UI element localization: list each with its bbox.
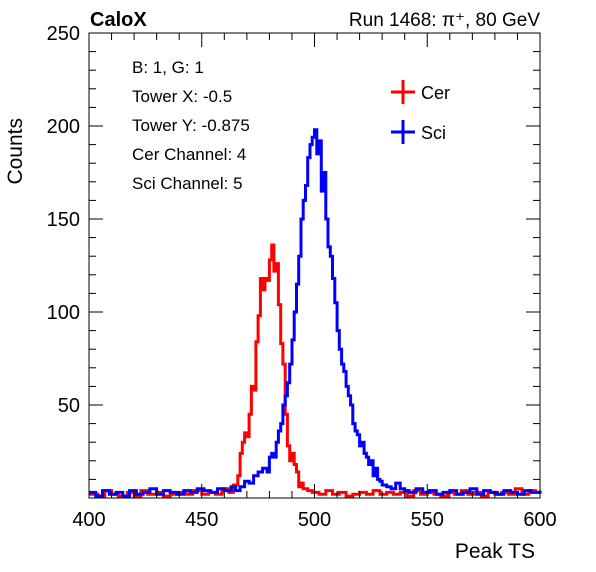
info-line: Cer Channel: 4 — [132, 145, 246, 164]
info-line: Sci Channel: 5 — [132, 174, 243, 193]
legend-entry-sci: Sci — [391, 120, 446, 144]
x-tick-label: 600 — [523, 509, 556, 531]
legend-entry-cer: Cer — [391, 80, 450, 104]
legend-label: Sci — [421, 123, 446, 143]
x-tick-label: 550 — [411, 509, 444, 531]
info-line: Tower X: -0.5 — [132, 87, 232, 106]
y-tick-label: 150 — [47, 209, 80, 231]
x-tick-label: 500 — [298, 509, 331, 531]
x-tick-label: 400 — [72, 509, 105, 531]
experiment-label: CaloX — [90, 9, 147, 31]
info-line: B: 1, G: 1 — [132, 58, 204, 77]
info-line: Tower Y: -0.875 — [132, 116, 250, 135]
legend: Cer Sci — [391, 80, 450, 144]
series-cer-line — [89, 243, 540, 498]
axis-ticks: 400 450 500 550 600 50 100 150 200 250 — [47, 23, 557, 531]
legend-label: Cer — [421, 83, 450, 103]
y-axis-label: Counts — [4, 118, 27, 185]
run-label: Run 1468: π⁺, 80 GeV — [349, 10, 540, 31]
y-tick-label: 100 — [47, 302, 80, 324]
info-box: B: 1, G: 1 Tower X: -0.5 Tower Y: -0.875 Ce… — [132, 58, 250, 193]
y-tick-label: 200 — [47, 116, 80, 138]
plot-frame — [88, 32, 541, 499]
x-axis-label: Peak TS — [455, 540, 535, 563]
y-tick-label: 250 — [47, 23, 80, 45]
series-layer — [89, 128, 542, 498]
x-tick-label: 450 — [185, 509, 218, 531]
y-tick-label: 50 — [58, 395, 80, 417]
series-sci-line — [89, 128, 542, 498]
